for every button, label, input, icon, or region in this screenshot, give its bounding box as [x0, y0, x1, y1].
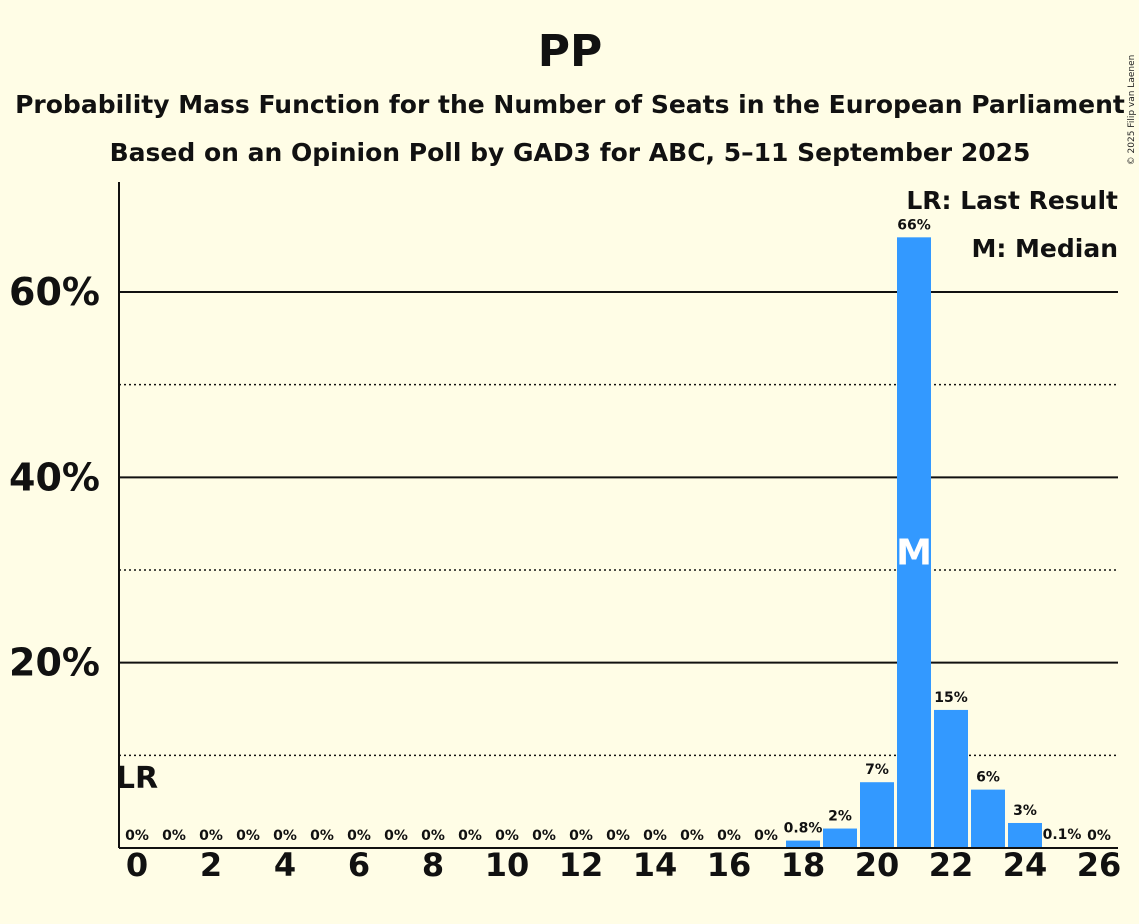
y-tick-label: 40%: [9, 455, 100, 499]
bar-value-label: 0%: [458, 828, 482, 844]
x-tick-label: 12: [559, 846, 604, 884]
grid-lines: [119, 291, 1118, 757]
bar-value-label: 2%: [828, 809, 852, 825]
x-tick-label: 22: [929, 846, 974, 884]
tick-labels-group: 20%40%60%0 2 4 6 8 10 12 14 16 18 20 22 24 26: [9, 270, 1121, 884]
bar-labels-group: 0% 0% 0% 0% 0% 0% 0% 0% 0% 0% 0% 0% 0% 0% 0% 0% 0% 0% 0.8%…: [116, 217, 1111, 844]
bar-value-label: 0%: [643, 828, 667, 844]
bars-group: [786, 237, 1079, 848]
x-tick-label: 14: [633, 846, 678, 884]
x-tick-label: 10: [485, 846, 530, 884]
x-tick-label: 6: [348, 846, 370, 884]
x-tick-label: 18: [781, 846, 826, 884]
bar-value-label: 0.8%: [784, 821, 823, 837]
chart-subtitle-2: Based on an Opinion Poll by GAD3 for ABC…: [110, 138, 1031, 167]
bar-value-label: 0%: [310, 828, 334, 844]
bar: [860, 782, 894, 848]
legend-median: M: Median: [971, 234, 1118, 263]
bar-value-label: 0%: [125, 828, 149, 844]
bar-value-label: 66%: [897, 217, 931, 233]
bar-value-label: 0%: [569, 828, 593, 844]
bar-value-label: 6%: [976, 770, 1000, 786]
bar-value-label: 7%: [865, 762, 889, 778]
legend-last-result: LR: Last Result: [906, 186, 1118, 215]
bar-value-label: 0%: [532, 828, 556, 844]
median-marker: M: [896, 532, 932, 573]
y-tick-label: 20%: [9, 641, 100, 685]
bar-value-label: 0%: [347, 828, 371, 844]
bar-value-label: 0%: [273, 828, 297, 844]
x-tick-label: 16: [707, 846, 752, 884]
bar-value-label: 0%: [236, 828, 260, 844]
bar-value-label: 3%: [1013, 803, 1037, 819]
y-tick-label: 60%: [9, 270, 100, 314]
chart-title: PP: [538, 26, 603, 77]
bar-value-label: 0%: [717, 828, 741, 844]
x-tick-label: 4: [274, 846, 296, 884]
bar-value-label: 0%: [162, 828, 186, 844]
bar-value-label: 0.1%: [1043, 827, 1082, 843]
bar-value-label: 0%: [680, 828, 704, 844]
x-tick-label: 20: [855, 846, 900, 884]
bar-value-label: 0%: [421, 828, 445, 844]
bar: [823, 828, 857, 848]
bar-value-label: 0%: [384, 828, 408, 844]
x-tick-label: 0: [126, 846, 148, 884]
x-tick-label: 2: [200, 846, 222, 884]
chart-subtitle-1: Probability Mass Function for the Number…: [15, 90, 1125, 119]
axes-group: [118, 182, 1118, 849]
bar: [1008, 822, 1042, 848]
bar-value-label: 0%: [495, 828, 519, 844]
copyright-note: © 2025 Filip van Laenen: [1127, 55, 1137, 166]
bar-value-label: 0%: [606, 828, 630, 844]
last-result-marker: LR: [116, 761, 158, 796]
bar: [971, 789, 1005, 848]
x-tick-label: 24: [1003, 846, 1048, 884]
bar-value-label: 0%: [199, 828, 223, 844]
bar-value-label: 0%: [754, 828, 778, 844]
bar-value-label: 15%: [934, 690, 968, 706]
bar: [786, 840, 820, 848]
bar-value-label: 0%: [1087, 828, 1111, 844]
bar: [897, 237, 931, 848]
x-tick-label: 26: [1077, 846, 1122, 884]
bar: [934, 709, 968, 848]
x-tick-label: 8: [422, 846, 444, 884]
